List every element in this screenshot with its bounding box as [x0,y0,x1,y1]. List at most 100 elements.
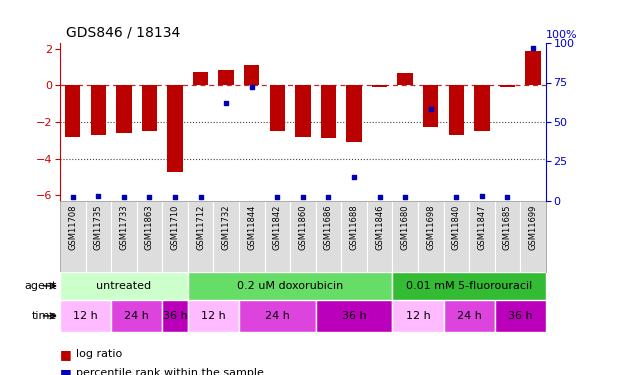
Point [93,193,103,199]
Text: GSM11698: GSM11698 [427,204,435,250]
Text: GSM11712: GSM11712 [196,204,205,250]
Text: 12 h: 12 h [73,311,98,321]
Text: GSM11860: GSM11860 [298,204,307,250]
Bar [475,85,490,131]
Point [502,195,512,201]
Point [298,195,308,201]
Bar [392,272,546,300]
Bar [290,201,316,272]
Bar [495,300,546,332]
Text: GSM11844: GSM11844 [247,204,256,250]
Text: percentile rank within the sample: percentile rank within the sample [76,368,264,375]
Text: GSM11685: GSM11685 [503,204,512,250]
Bar [188,201,213,272]
Point [68,195,78,201]
Bar [423,85,439,128]
Point [119,195,129,201]
Point [196,195,206,201]
Point [221,100,231,106]
Text: GSM11846: GSM11846 [375,204,384,250]
Bar [316,201,341,272]
Text: 12 h: 12 h [406,311,430,321]
Text: GSM11732: GSM11732 [221,204,231,250]
Bar [398,74,413,85]
Bar [137,201,162,272]
Bar [520,201,546,272]
Bar [418,201,444,272]
Bar [193,72,208,85]
Point [400,195,410,201]
Bar [60,272,188,300]
Bar [65,85,80,136]
Point [324,195,334,201]
Bar [60,201,86,272]
Point [375,195,385,201]
Point [528,45,538,51]
Bar [392,300,444,332]
Text: 0.2 uM doxorubicin: 0.2 uM doxorubicin [237,281,343,291]
Text: GSM11699: GSM11699 [529,204,538,250]
Bar [116,85,131,133]
Bar [162,300,188,332]
Bar [264,201,290,272]
Bar [495,201,520,272]
Bar [111,201,137,272]
Text: GSM11847: GSM11847 [478,204,487,250]
Point [247,84,257,90]
Bar [142,85,157,131]
Text: 24 h: 24 h [457,311,481,321]
Text: 24 h: 24 h [265,311,290,321]
Text: time: time [32,311,57,321]
Bar [469,201,495,272]
Text: GSM11842: GSM11842 [273,204,282,250]
Point [451,195,461,201]
Text: GSM11710: GSM11710 [170,204,179,250]
Bar [367,201,392,272]
Text: GSM11840: GSM11840 [452,204,461,250]
Bar [372,85,387,87]
Text: agent: agent [25,281,57,291]
Text: 24 h: 24 h [124,311,149,321]
Text: 100%: 100% [546,30,577,40]
Bar [188,300,239,332]
Bar [91,85,106,135]
Point [426,106,436,112]
Bar [188,272,392,300]
Text: 36 h: 36 h [508,311,533,321]
Point [170,195,180,201]
Text: GSM11680: GSM11680 [401,204,410,250]
Bar [295,85,310,136]
Text: 36 h: 36 h [163,311,187,321]
Bar [316,300,392,332]
Text: 0.01 mM 5-fluorouracil: 0.01 mM 5-fluorouracil [406,281,532,291]
Bar [449,85,464,135]
Bar [526,51,541,85]
Bar [341,201,367,272]
Point [349,174,359,180]
Bar [500,85,515,87]
Text: ■: ■ [60,348,72,361]
Bar [239,300,316,332]
Text: GSM11735: GSM11735 [94,204,103,250]
Bar [444,300,495,332]
Point [144,195,155,201]
Text: GDS846 / 18134: GDS846 / 18134 [66,26,180,39]
Bar [244,65,259,85]
Text: GSM11688: GSM11688 [350,204,358,250]
Bar [346,85,362,142]
Bar [218,70,234,85]
Bar [444,201,469,272]
Point [477,193,487,199]
Bar [321,85,336,138]
Point [272,195,282,201]
Text: ■: ■ [60,367,72,375]
Text: untreated: untreated [97,281,151,291]
Bar [162,201,188,272]
Bar [239,201,264,272]
Text: GSM11733: GSM11733 [119,204,128,250]
Bar [269,85,285,131]
Bar [111,300,162,332]
Text: GSM11863: GSM11863 [145,204,154,250]
Text: log ratio: log ratio [76,350,122,359]
Text: GSM11708: GSM11708 [68,204,77,250]
